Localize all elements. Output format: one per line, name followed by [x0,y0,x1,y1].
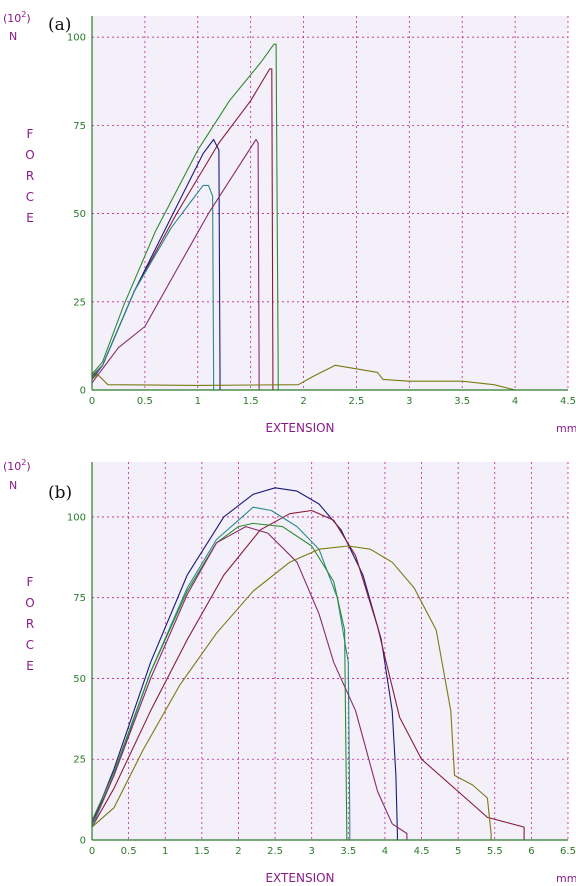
x-tick-label: 6 [528,846,534,857]
y-tick-label: 0 [80,836,86,847]
y-tick-label: 25 [73,755,86,766]
x-tick-label: 1 [162,846,168,857]
x-tick-label: 3 [309,846,315,857]
x-tick-label: 4 [382,846,388,857]
y-tick-label: 0 [80,386,86,397]
y-tick-label: 50 [73,209,86,220]
grid-a [92,16,569,390]
x-tick-label: 0 [89,396,95,407]
x-tick-labels-a: 0 0.5 1 1.5 2 2.5 3 3.5 4 4.5 [89,396,576,407]
series-line-b-2 [91,509,525,840]
y-unit-name-b: N [9,479,17,492]
x-tick-label: 4.5 [560,396,576,407]
chart-panel-b: 0 0.5 1 1.5 2 2.5 3 3.5 4 4.5 5 5.5 6 6.5 0255075100 … [3,458,576,885]
x-tick-label: 1.5 [194,846,210,857]
y-tick-label: 75 [73,593,86,604]
x-tick-label: 2.5 [348,396,364,407]
x-tick-label: 0.5 [137,396,153,407]
panel-label-a: (a) [48,15,71,35]
x-tick-labels-b: 0 0.5 1 1.5 2 2.5 3 3.5 4 4.5 5 5.5 6 6.5 [89,846,576,857]
x-tick-label: 2.5 [267,846,283,857]
x-tick-label: 6.5 [560,846,576,857]
series-line-b-5 [91,526,408,840]
series-line-a-1 [91,43,279,390]
x-tick-label: 0 [89,846,95,857]
x-tick-label: 3.5 [340,846,356,857]
x-tick-label: 5.5 [487,846,503,857]
series-line-b-1 [91,487,398,840]
y-unit-scale-a: (102) [3,10,31,25]
x-tick-label: 3.5 [454,396,470,407]
y-tick-label: 25 [73,297,86,308]
x-tick-label: 1 [195,396,201,407]
x-unit-a: mm [556,422,576,435]
x-tick-label: 0.5 [121,846,137,857]
series-line-a-5 [91,138,260,390]
curves-b [91,487,525,840]
y-tick-label: 75 [73,121,86,132]
x-tick-label: 4 [512,396,518,407]
chart-panel-a: 0 0.5 1 1.5 2 2.5 3 3.5 4 4.5 0 25 50 75 100 (a) (102… [3,10,576,435]
series-line-b-4 [91,522,348,840]
panel-label-b: (b) [48,483,72,503]
x-tick-label: 2 [235,846,241,857]
x-tick-label: 5 [455,846,461,857]
x-axis-title-a: EXTENSION [265,421,334,435]
y-tick-label: 100 [67,512,86,523]
x-unit-b: mm [556,872,576,885]
x-tick-label: 1.5 [243,396,259,407]
y-tick-labels-b: 0 25 50 75 100 [67,512,86,846]
y-tick-label: 100 [67,33,86,44]
curves-a [91,43,516,391]
y-unit-scale-b: (102) [3,458,31,473]
x-tick-label: 2 [300,396,306,407]
y-tick-label: 50 [73,674,86,685]
plot-area-a [92,16,568,390]
x-axis-title-b: EXTENSION [265,871,334,885]
series-line-a-4 [91,184,215,390]
x-tick-label: 3 [406,396,412,407]
y-tick-labels-a: 0 25 50 75 100 [67,33,86,397]
series-line-b-6 [91,545,492,840]
x-tick-label: 4.5 [414,846,430,857]
series-line-a-6 [91,364,516,391]
y-unit-name-a: N [9,30,17,43]
